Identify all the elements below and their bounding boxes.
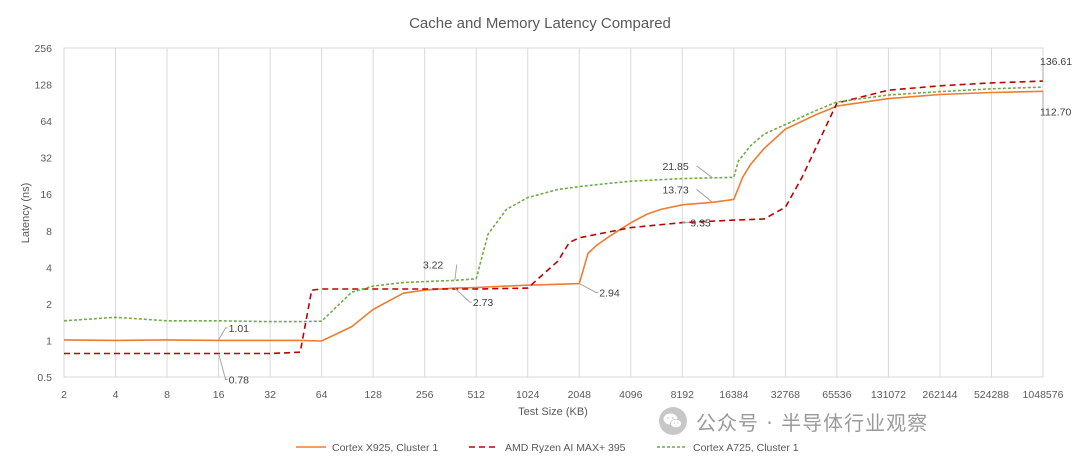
data-label: 2.94 — [599, 288, 620, 300]
x-axis-label: Test Size (KB) — [518, 406, 588, 418]
annotation-layer: 1.01 0.78 3.22 2.73 2.94 9.35 21.85 13.73 136.61… — [218, 56, 1072, 387]
annotation-leader — [1042, 91, 1044, 112]
series-layer — [63, 80, 1044, 355]
y-tick-label: 16 — [40, 189, 52, 201]
data-label: 13.73 — [662, 184, 688, 196]
x-tick-label: 256 — [416, 389, 434, 401]
y-tick-label: 256 — [34, 43, 52, 55]
annotation-leader — [218, 353, 228, 380]
y-tick-label: 32 — [40, 153, 52, 165]
x-tick-label: 16 — [213, 389, 225, 401]
data-label: 136.61 — [1040, 56, 1072, 68]
annotation-leader — [696, 188, 713, 203]
data-label: 1.01 — [229, 323, 250, 335]
x-tick-label: 64 — [316, 389, 328, 401]
data-label: 2.73 — [473, 297, 494, 309]
x-tick-label: 524288 — [974, 389, 1009, 401]
x-tick-label: 8192 — [671, 389, 695, 401]
x-tick-label: 262144 — [922, 389, 957, 401]
x-tick-label: 8 — [164, 389, 170, 401]
chart-title: Cache and Memory Latency Compared — [409, 15, 671, 32]
annotation-leader — [1042, 60, 1044, 82]
data-label: 0.78 — [229, 375, 250, 387]
wechat-icon — [659, 407, 687, 435]
watermark: 公众号 · 半导体行业观察 — [658, 406, 928, 436]
legend-label-3: Cortex A725, Cluster 1 — [693, 442, 799, 454]
y-tick-label: 2 — [46, 299, 52, 311]
x-tick-label: 65536 — [822, 389, 851, 401]
annotation-leader — [218, 327, 228, 341]
annotation-leader — [454, 287, 472, 303]
x-tick-label: 4096 — [619, 389, 643, 401]
data-label: 9.35 — [690, 218, 711, 230]
y-axis-label: Latency (ns) — [20, 183, 32, 244]
plot-area-border — [63, 47, 1044, 378]
x-tick-label: 32 — [264, 389, 276, 401]
y-tick-label: 4 — [46, 262, 52, 274]
x-tick-label: 1048576 — [1023, 389, 1064, 401]
x-tick-label: 2 — [61, 389, 67, 401]
grid-layer — [63, 47, 1044, 378]
x-tick-label: 32768 — [771, 389, 800, 401]
x-tick-label: 131072 — [871, 389, 906, 401]
x-tick-label: 128 — [364, 389, 382, 401]
annotation-leader — [579, 283, 599, 294]
axis-layer: 2 4 8 16 32 64 128 256 512 1024 2048 4096 8192 16384 3… — [34, 43, 1063, 401]
watermark-text: 公众号 · 半导体行业观察 — [696, 410, 929, 435]
x-tick-label: 1024 — [516, 389, 540, 401]
legend-label-2: AMD Ryzen AI MAX+ 395 — [505, 442, 626, 454]
y-tick-label: 1 — [46, 335, 52, 347]
y-tick-label: 0.5 — [37, 372, 52, 384]
legend-label-1: Cortex X925, Cluster 1 — [332, 442, 438, 454]
data-label: 3.22 — [423, 259, 444, 271]
y-tick-label: 8 — [46, 226, 52, 238]
x-tick-label: 2048 — [568, 389, 592, 401]
series-line-2 — [64, 80, 1044, 355]
annotation-leader — [454, 264, 458, 281]
x-tick-label: 4 — [113, 389, 119, 401]
data-label: 21.85 — [662, 161, 688, 173]
x-tick-label: 512 — [467, 389, 485, 401]
y-tick-label: 128 — [34, 80, 52, 92]
data-label: 112.70 — [1040, 106, 1071, 118]
annotation-leader — [696, 165, 713, 179]
y-tick-label: 64 — [40, 116, 52, 128]
series-line-3 — [63, 86, 1044, 323]
x-tick-label: 16384 — [719, 389, 748, 401]
series-line-1 — [63, 90, 1044, 342]
legend: Cortex X925, Cluster 1 AMD Ryzen AI MAX+ … — [296, 442, 799, 454]
